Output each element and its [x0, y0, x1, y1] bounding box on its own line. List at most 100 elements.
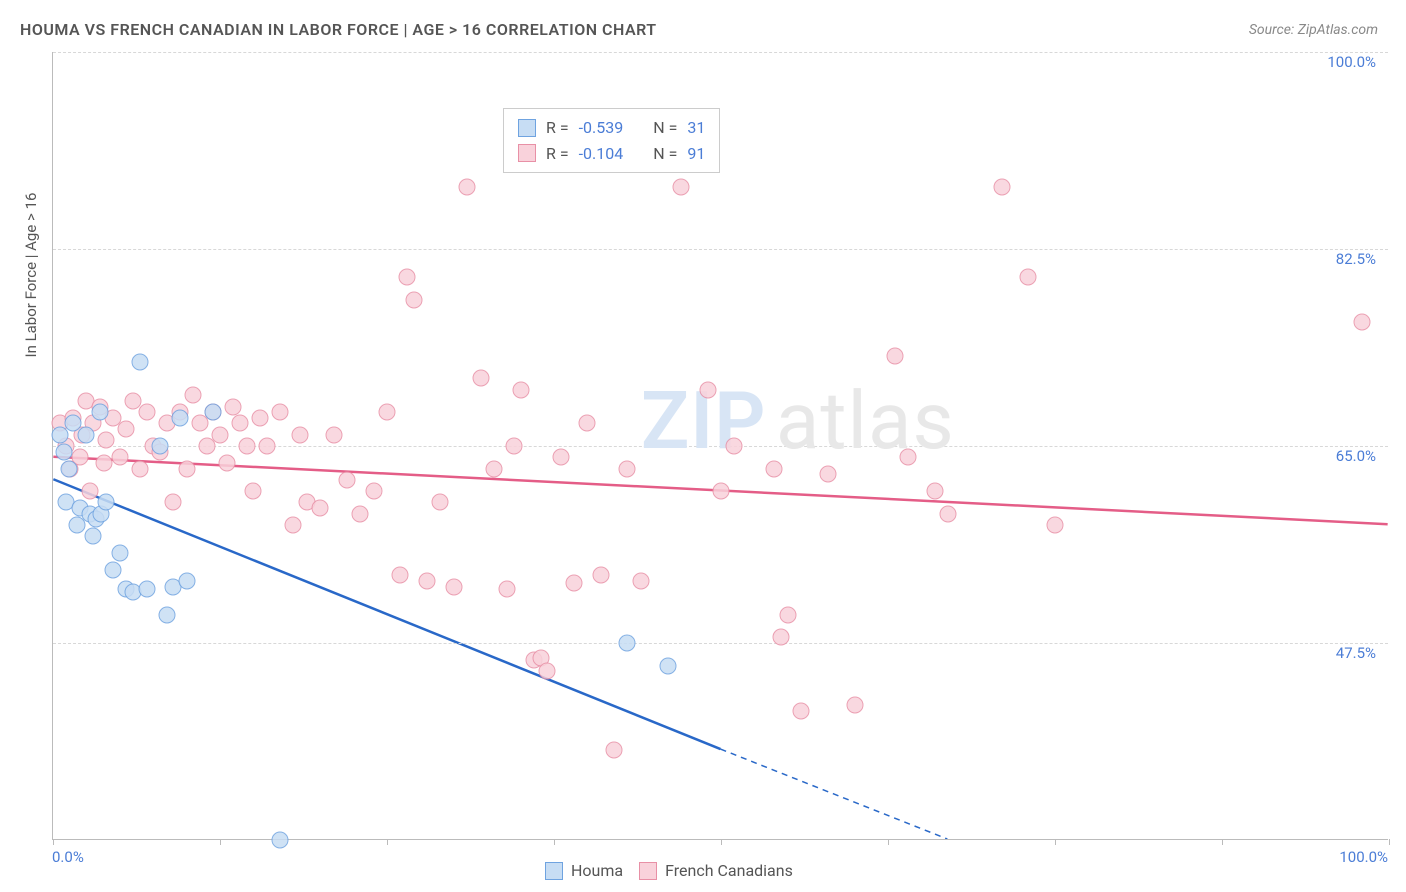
x-tick [1222, 839, 1223, 845]
legend-swatch [639, 862, 657, 880]
scatter-point [485, 460, 502, 477]
scatter-point [399, 269, 416, 286]
scatter-point [672, 179, 689, 196]
scatter-point [272, 404, 289, 421]
scatter-point [178, 460, 195, 477]
chart-title: HOUMA VS FRENCH CANADIAN IN LABOR FORCE … [20, 20, 657, 39]
scatter-point [566, 575, 583, 592]
scatter-point [118, 421, 135, 438]
trend-line [53, 479, 720, 749]
scatter-point [512, 381, 529, 398]
scatter-point [900, 449, 917, 466]
scatter-point [178, 573, 195, 590]
scatter-point [773, 629, 790, 646]
scatter-point [539, 663, 556, 680]
trend-line [721, 749, 948, 839]
scatter-point [592, 567, 609, 584]
scatter-point [352, 505, 369, 522]
scatter-point [552, 449, 569, 466]
x-tick [554, 839, 555, 845]
x-tick [1055, 839, 1056, 845]
scatter-point [699, 381, 716, 398]
scatter-point [632, 573, 649, 590]
scatter-point [238, 438, 255, 455]
scatter-point [379, 404, 396, 421]
legend-swatch [545, 862, 563, 880]
scatter-point [766, 460, 783, 477]
scatter-point [151, 438, 168, 455]
x-tick [1389, 839, 1390, 845]
correlation-legend: R = -0.539 N = 31R = -0.104N = 91 [503, 108, 720, 173]
legend-r-label: R = [546, 141, 569, 167]
scatter-point [338, 471, 355, 488]
scatter-point [1020, 269, 1037, 286]
y-tick-label: 47.5% [1336, 644, 1376, 662]
scatter-point [846, 696, 863, 713]
x-tick [220, 839, 221, 845]
scatter-point [793, 702, 810, 719]
legend-row: R = -0.104N = 91 [518, 141, 705, 167]
scatter-point [405, 291, 422, 308]
bottom-legend-label: French Canadians [665, 861, 793, 880]
legend-n-value: 31 [687, 115, 705, 141]
gridline [53, 52, 1388, 53]
legend-r-label: R = [546, 115, 569, 141]
scatter-point [232, 415, 249, 432]
bottom-legend-label: Houma [571, 861, 623, 880]
scatter-point [131, 353, 148, 370]
scatter-point [579, 415, 596, 432]
scatter-point [225, 398, 242, 415]
legend-r-value: -0.104 [579, 141, 624, 167]
scatter-point [819, 466, 836, 483]
legend-r-value: -0.539 [579, 115, 624, 141]
bottom-legend-item: Houma [545, 861, 623, 880]
scatter-point [78, 426, 95, 443]
scatter-point [252, 409, 269, 426]
scatter-point [472, 370, 489, 387]
scatter-point [185, 387, 202, 404]
y-tick-label: 100.0% [1327, 53, 1376, 71]
legend-swatch [518, 144, 536, 162]
scatter-point [212, 426, 229, 443]
scatter-point [272, 832, 289, 849]
scatter-point [886, 347, 903, 364]
scatter-point [105, 561, 122, 578]
scatter-point [98, 432, 115, 449]
watermark-atlas: atlas [776, 374, 955, 468]
y-tick-label: 82.5% [1336, 250, 1376, 268]
scatter-point [779, 606, 796, 623]
scatter-point [218, 454, 235, 471]
scatter-point [98, 494, 115, 511]
scatter-point [111, 544, 128, 561]
x-tick [53, 839, 54, 845]
y-tick-label: 65.0% [1336, 447, 1376, 465]
scatter-point [993, 179, 1010, 196]
scatter-point [131, 460, 148, 477]
series-legend: Houma French Canadians [545, 861, 793, 880]
x-start-label: 0.0% [52, 848, 84, 866]
gridline [53, 643, 1388, 644]
scatter-point [926, 483, 943, 500]
scatter-point [445, 578, 462, 595]
legend-n-label: N = [653, 115, 677, 141]
scatter-point [619, 460, 636, 477]
scatter-point [138, 404, 155, 421]
scatter-point [619, 635, 636, 652]
scatter-point [258, 438, 275, 455]
scatter-point [726, 438, 743, 455]
legend-swatch [518, 119, 536, 137]
x-tick [387, 839, 388, 845]
scatter-point [419, 573, 436, 590]
bottom-legend-item: French Canadians [639, 861, 793, 880]
gridline [53, 249, 1388, 250]
scatter-point [171, 409, 188, 426]
scatter-point [82, 483, 99, 500]
scatter-point [1047, 516, 1064, 533]
y-axis-label: In Labor Force | Age > 16 [22, 193, 40, 358]
scatter-point [61, 460, 78, 477]
scatter-point [392, 567, 409, 584]
legend-n-value: 91 [687, 141, 705, 167]
scatter-point [499, 580, 516, 597]
x-tick [721, 839, 722, 845]
x-tick [888, 839, 889, 845]
